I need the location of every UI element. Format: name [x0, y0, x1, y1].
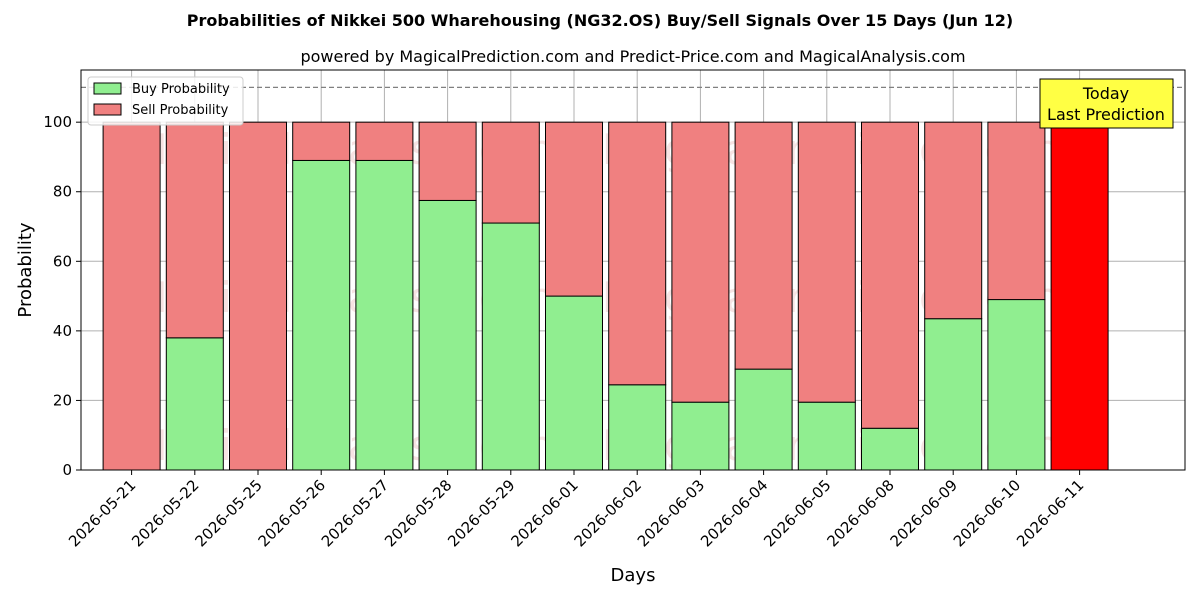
sell-bar: [924, 121, 983, 320]
sell-bar: [481, 121, 540, 224]
x-tick-label: 2026-06-04: [697, 476, 771, 550]
x-tick-label: 2026-06-11: [1013, 476, 1087, 550]
legend: Buy Probability Sell Probability: [87, 76, 244, 126]
sell-bar: [165, 121, 224, 339]
chart-subtitle: powered by MagicalPrediction.com and Pre…: [300, 47, 965, 66]
buy-bar: [861, 427, 919, 471]
sell-bar: [102, 121, 161, 471]
legend-label-sell: Sell Probability: [132, 103, 229, 118]
y-tick-label: 60: [53, 252, 72, 270]
legend-label-buy: Buy Probability: [132, 82, 230, 97]
annotation-line-2: Last Prediction: [1047, 105, 1165, 124]
sell-bar: [292, 121, 351, 161]
y-tick-label: 100: [43, 113, 72, 131]
chart-title: Probabilities of Nikkei 500 Wharehousing…: [187, 11, 1013, 30]
bar-layer: [102, 121, 1109, 471]
buy-bar: [671, 401, 730, 471]
sell-bar: [229, 121, 287, 471]
y-tick-label: 80: [53, 183, 72, 201]
sell-bar: [418, 121, 477, 201]
y-axis-ticks: 0 20 40 60 80 100: [43, 113, 81, 479]
x-axis-ticks: 2026-05-212026-05-222026-05-252026-05-26…: [65, 470, 1087, 550]
x-tick-label: 2026-06-10: [950, 476, 1024, 550]
x-axis-label: Days: [611, 565, 656, 586]
y-axis-label: Probability: [15, 222, 36, 317]
today-annotation: Today Last Prediction: [1039, 78, 1174, 129]
sell-bar: [734, 121, 793, 370]
buy-bar: [797, 401, 856, 471]
buy-bar: [481, 222, 540, 471]
sell-bar: [1050, 121, 1109, 471]
buy-bar: [545, 295, 603, 471]
legend-swatch-buy: [93, 82, 122, 95]
buy-bar: [734, 368, 793, 471]
x-tick-label: 2026-05-26: [255, 476, 329, 550]
y-tick-label: 40: [53, 322, 72, 340]
y-tick-label: 20: [53, 391, 72, 409]
x-tick-label: 2026-06-09: [887, 476, 961, 550]
sell-bar: [797, 121, 856, 403]
x-tick-label: 2026-06-08: [823, 476, 897, 550]
annotation-line-1: Today: [1082, 84, 1129, 103]
sell-bar: [608, 121, 667, 386]
sell-bar: [545, 121, 603, 297]
x-tick-label: 2026-06-03: [634, 476, 708, 550]
x-tick-label: 2026-06-01: [507, 476, 581, 550]
buy-bar: [987, 299, 1046, 471]
buy-bar: [355, 159, 414, 471]
legend-swatch-sell: [93, 103, 122, 116]
x-tick-label: 2026-06-05: [760, 476, 834, 550]
y-tick-label: 0: [62, 461, 72, 479]
legend-box: [87, 76, 244, 126]
buy-bar: [418, 199, 477, 471]
x-tick-label: 2026-05-22: [128, 476, 202, 550]
x-tick-label: 2026-05-28: [381, 476, 455, 550]
sell-bar: [861, 121, 919, 429]
annotation-box: [1039, 78, 1174, 129]
sell-bar: [355, 121, 414, 161]
x-tick-label: 2026-06-02: [571, 476, 645, 550]
sell-bar: [987, 121, 1046, 301]
x-tick-label: 2026-05-27: [318, 476, 392, 550]
buy-bar: [608, 384, 667, 471]
sell-bar: [671, 121, 730, 403]
plot-frame: [80, 69, 1186, 471]
x-tick-label: 2026-05-29: [444, 476, 518, 550]
buy-bar: [165, 337, 224, 471]
x-tick-label: 2026-05-21: [65, 476, 139, 550]
buy-bar: [292, 159, 351, 471]
x-tick-label: 2026-05-25: [191, 476, 265, 550]
buy-bar: [924, 318, 983, 471]
